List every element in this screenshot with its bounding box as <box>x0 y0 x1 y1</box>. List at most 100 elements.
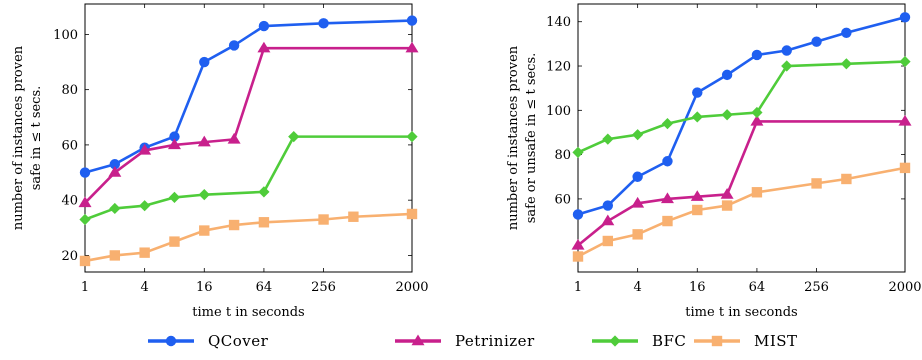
data-point <box>660 192 674 204</box>
data-point <box>601 214 615 226</box>
data-point <box>602 235 614 247</box>
legend-marker <box>609 335 621 347</box>
data-point <box>632 129 644 141</box>
data-point <box>571 238 585 250</box>
data-point <box>751 106 763 119</box>
data-point <box>692 87 703 98</box>
data-point <box>406 15 418 26</box>
legend-entry-bfc: BFC <box>592 332 686 350</box>
legend-entry-mist: MIST <box>694 332 798 350</box>
y-axis-label: safe or unsafe in ≤ t secs. <box>524 53 539 224</box>
data-point <box>406 208 418 220</box>
data-point <box>199 56 210 68</box>
data-point <box>898 114 912 126</box>
data-point <box>781 60 793 72</box>
data-point <box>169 131 180 142</box>
y-tick-label: 120 <box>546 60 571 75</box>
data-point <box>258 217 270 228</box>
series-petrinizer <box>571 114 912 250</box>
data-point <box>721 69 733 81</box>
y-tick-label: 40 <box>61 194 78 209</box>
x-tick-label: 4 <box>633 280 641 295</box>
data-point <box>197 135 211 147</box>
x-tick-label: 64 <box>749 280 766 295</box>
data-point <box>318 18 329 29</box>
x-tick-label: 256 <box>804 280 829 295</box>
series-line <box>577 166 906 258</box>
x-tick-label: 256 <box>311 280 336 295</box>
data-point <box>228 219 240 231</box>
legend-entry-qcover: QCover <box>148 332 269 350</box>
series-qcover <box>79 15 418 178</box>
y-tick-label: 20 <box>61 249 78 264</box>
data-point <box>109 250 121 261</box>
data-point <box>721 200 733 211</box>
series-bfc <box>572 55 911 158</box>
data-point <box>691 111 703 123</box>
data-point <box>288 131 300 143</box>
data-point <box>139 200 151 212</box>
data-point <box>228 40 240 51</box>
legend-label: MIST <box>754 332 798 350</box>
data-point <box>79 213 91 226</box>
legend-label: BFC <box>652 332 686 350</box>
data-point <box>257 41 271 53</box>
y-axis-label: number of instances proven <box>11 45 26 230</box>
data-point <box>751 49 763 61</box>
y-tick-label: 140 <box>546 15 571 30</box>
legend-marker <box>165 335 177 347</box>
data-point <box>841 27 852 38</box>
data-point <box>662 215 673 227</box>
data-point <box>602 200 614 211</box>
data-point <box>348 211 359 222</box>
data-point <box>78 196 92 208</box>
x-tick-label: 2000 <box>888 280 921 295</box>
y-axis-label: safe in ≤ t secs. <box>29 86 44 191</box>
data-point <box>258 20 270 32</box>
y-tick-label: 80 <box>554 148 571 163</box>
data-point <box>168 191 181 204</box>
legend: QCover Petrinizer BFC MIST <box>148 332 798 350</box>
data-point <box>79 255 91 267</box>
data-point <box>721 109 733 121</box>
data-point <box>899 162 911 174</box>
legend-marker <box>411 334 425 346</box>
legend-label: QCover <box>208 332 269 350</box>
data-point <box>167 138 181 150</box>
series-mist <box>572 162 911 262</box>
data-point <box>841 173 852 185</box>
series-line <box>577 16 906 216</box>
data-point <box>108 166 122 177</box>
x-tick-label: 1 <box>574 280 582 295</box>
series-line <box>84 135 412 221</box>
series-line <box>84 212 413 263</box>
chart-left: 1 4 16 64 256 2000 20 40 60 80 100 time t in second… <box>11 3 429 320</box>
data-point <box>751 187 763 198</box>
series-line <box>84 46 412 204</box>
series-qcover <box>572 12 911 220</box>
data-point <box>662 156 673 167</box>
x-tick-label: 16 <box>689 280 706 295</box>
y-tick-label: 100 <box>546 104 571 119</box>
legend-label: Petrinizer <box>455 332 535 350</box>
series-mist <box>79 208 418 267</box>
data-point <box>899 55 911 68</box>
series-bfc <box>79 131 418 226</box>
x-tick-label: 4 <box>140 280 148 295</box>
x-tick-label: 1 <box>81 280 89 295</box>
data-point <box>811 36 822 47</box>
data-point <box>572 209 584 220</box>
data-point <box>811 178 822 189</box>
data-point <box>109 159 121 170</box>
data-point <box>198 189 210 201</box>
data-point <box>572 251 584 262</box>
data-point <box>109 202 121 215</box>
x-tick-label: 2000 <box>395 280 428 295</box>
chart-right: 1 4 16 64 256 2000 60 80 100 120 140 time t in seco… <box>506 3 922 320</box>
data-point <box>899 12 911 23</box>
data-point <box>199 225 210 236</box>
data-point <box>79 167 91 178</box>
x-axis-label: time t in seconds <box>192 305 304 320</box>
data-point <box>138 143 152 155</box>
